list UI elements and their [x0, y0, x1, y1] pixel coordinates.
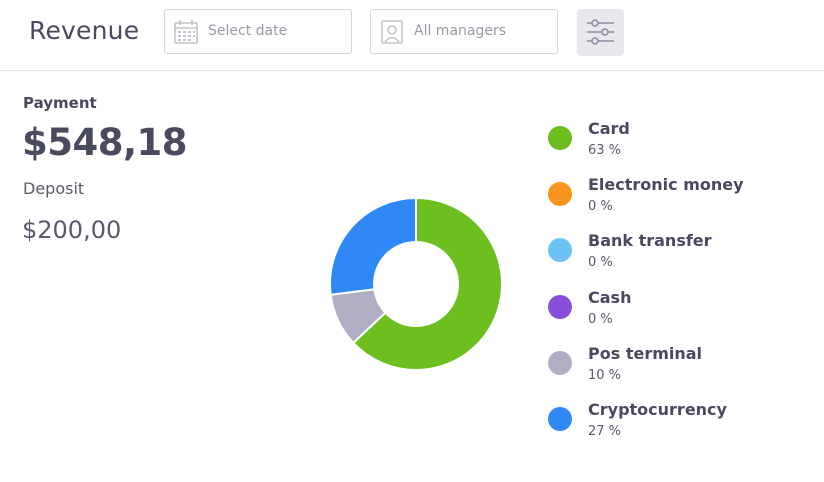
header: Revenue Select date All managers — [0, 0, 824, 71]
manager-select-field[interactable]: All managers — [370, 9, 558, 54]
legend-percent: 0 % — [588, 255, 613, 271]
payment-donut-chart — [329, 196, 503, 371]
date-placeholder: Select date — [208, 23, 288, 39]
legend-label: Bank transfer — [588, 231, 712, 251]
donut-slice-card[interactable] — [351, 196, 503, 371]
legend-label: Cash — [588, 287, 632, 307]
calendar-icon — [174, 20, 198, 44]
legend-item-card: Card 63 % — [548, 118, 788, 168]
sliders-icon — [587, 19, 614, 45]
legend-dot — [548, 294, 572, 319]
legend-item-cash: Cash 0 % — [548, 287, 788, 337]
legend-percent: 63 % — [588, 143, 622, 158]
legend-item-pos-terminal: Pos terminal 10 % — [548, 343, 788, 393]
legend-label: Cryptocurrency — [588, 400, 727, 419]
legend-dot — [548, 126, 572, 150]
legend-dot — [548, 182, 572, 207]
donut-slice-cryptocurrency[interactable] — [329, 196, 417, 296]
filter-button[interactable] — [577, 9, 624, 56]
legend-dot — [548, 350, 572, 375]
legend-item-bank-transfer: Bank transfer 0 % — [548, 230, 788, 280]
date-picker-field[interactable]: Select date — [164, 9, 352, 54]
payment-amount: $548,18 — [22, 121, 188, 164]
legend-percent: 27 % — [588, 424, 622, 439]
legend-dot — [548, 238, 572, 263]
legend-item-electronic-money: Electronic money 0 % — [548, 174, 788, 224]
legend-item-cryptocurrency: Cryptocurrency 27 % — [548, 399, 788, 449]
page-title: Revenue — [29, 16, 140, 45]
legend-label: Card — [588, 119, 630, 138]
manager-placeholder: All managers — [414, 23, 507, 39]
legend-dot — [548, 407, 572, 431]
legend-label: Electronic money — [588, 175, 744, 195]
legend-percent: 10 % — [588, 367, 622, 383]
deposit-label: Deposit — [23, 179, 85, 198]
deposit-amount: $200,00 — [22, 216, 122, 244]
legend-percent: 0 % — [588, 199, 613, 215]
user-badge-icon — [381, 20, 403, 44]
legend-label: Pos terminal — [588, 343, 703, 363]
payment-label: Payment — [23, 94, 97, 112]
legend-percent: 0 % — [588, 311, 613, 327]
